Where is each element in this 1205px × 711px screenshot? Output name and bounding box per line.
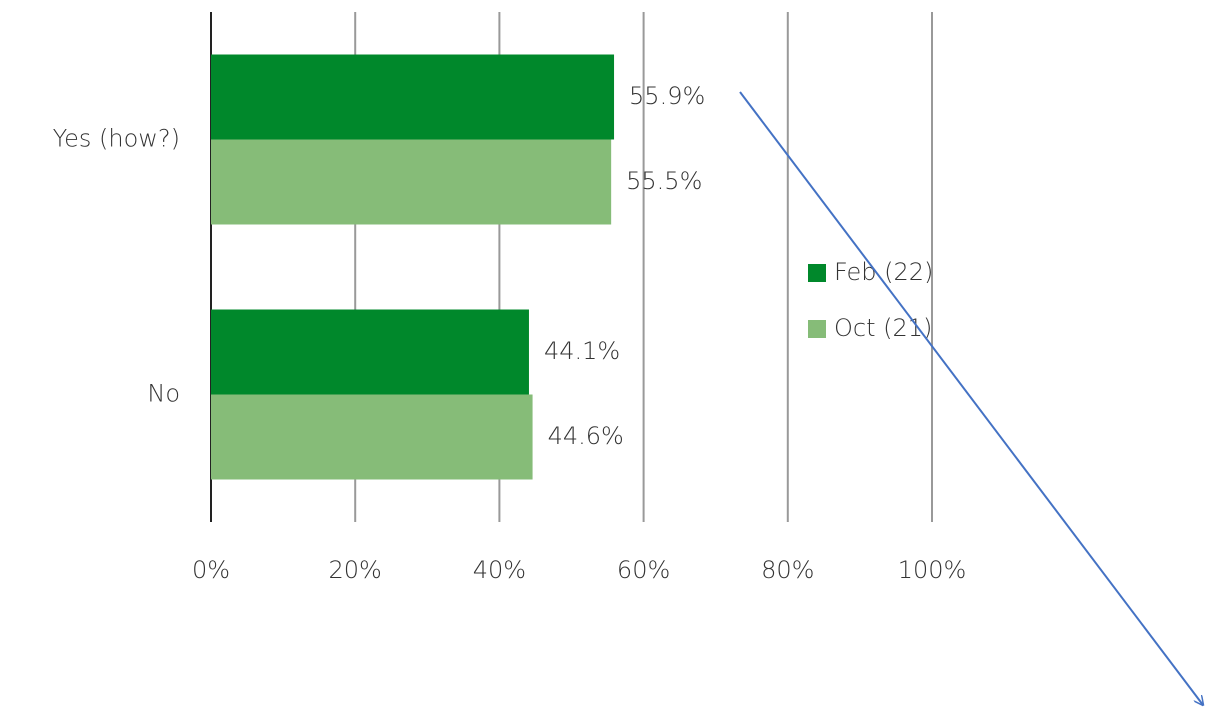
x-tick-label: 100% [898,556,967,584]
bar [211,54,615,140]
legend-label: Oct (21) [834,314,932,342]
data-label: 55.5% [626,167,702,195]
x-tick-label: 40% [473,556,526,584]
data-label: 44.1% [544,337,620,365]
bar [211,139,612,225]
legend-swatch [808,264,826,282]
y-tick-label: No [147,380,180,408]
x-tick-label: 0% [192,556,230,584]
x-tick-label: 20% [329,556,382,584]
plot: 0% 20% 40% 60% 80% 100% Yes (how?) 55.9% 55.5% No… [53,12,967,584]
data-label: 55.9% [629,82,705,110]
legend-swatch [808,320,826,338]
bar [211,394,533,480]
bar [211,309,529,395]
x-tick-label: 60% [617,556,670,584]
data-label: 44.6% [548,422,624,450]
annotation-arrow [739,91,1203,705]
x-tick-label: 80% [761,556,814,584]
y-tick-label: Yes (how?) [53,125,180,153]
